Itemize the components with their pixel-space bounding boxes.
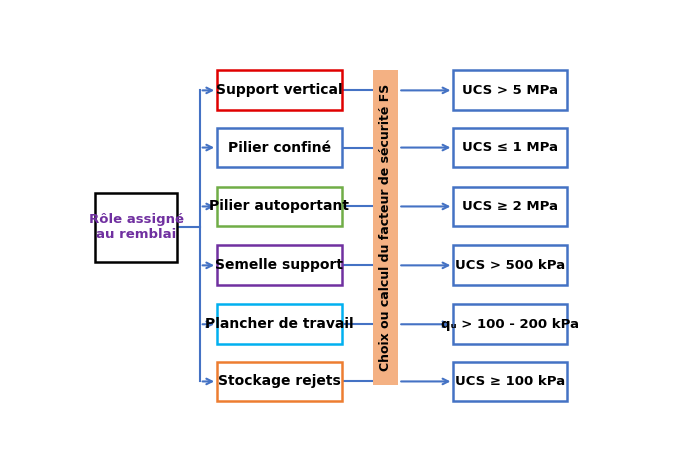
Text: Pilier confiné: Pilier confiné [228,140,331,154]
Text: UCS > 500 kPa: UCS > 500 kPa [456,259,565,272]
Text: Semelle support: Semelle support [215,258,343,272]
FancyBboxPatch shape [217,71,342,110]
FancyBboxPatch shape [95,193,177,262]
Text: Pilier autoportant: Pilier autoportant [210,199,349,213]
Text: Stockage rejets: Stockage rejets [218,374,340,388]
Text: Support vertical: Support vertical [216,83,342,97]
FancyBboxPatch shape [453,304,567,344]
FancyBboxPatch shape [453,245,567,285]
Text: Choix ou calcul du facteur de sécurité FS: Choix ou calcul du facteur de sécurité F… [379,84,392,371]
FancyBboxPatch shape [217,304,342,344]
Text: UCS ≥ 100 kPa: UCS ≥ 100 kPa [456,375,565,388]
Text: UCS ≤ 1 MPa: UCS ≤ 1 MPa [462,141,558,154]
FancyBboxPatch shape [373,70,398,385]
Text: UCS > 5 MPa: UCS > 5 MPa [462,84,558,97]
FancyBboxPatch shape [453,71,567,110]
FancyBboxPatch shape [217,361,342,401]
FancyBboxPatch shape [217,187,342,226]
Text: Plancher de travail: Plancher de travail [205,317,353,331]
FancyBboxPatch shape [453,187,567,226]
Text: UCS ≥ 2 MPa: UCS ≥ 2 MPa [462,200,558,213]
FancyBboxPatch shape [217,128,342,167]
FancyBboxPatch shape [217,245,342,285]
FancyBboxPatch shape [453,128,567,167]
Text: qᵤ > 100 - 200 kPa: qᵤ > 100 - 200 kPa [441,318,580,331]
Text: Rôle assigné
au remblai: Rôle assigné au remblai [88,213,184,241]
FancyBboxPatch shape [453,361,567,401]
